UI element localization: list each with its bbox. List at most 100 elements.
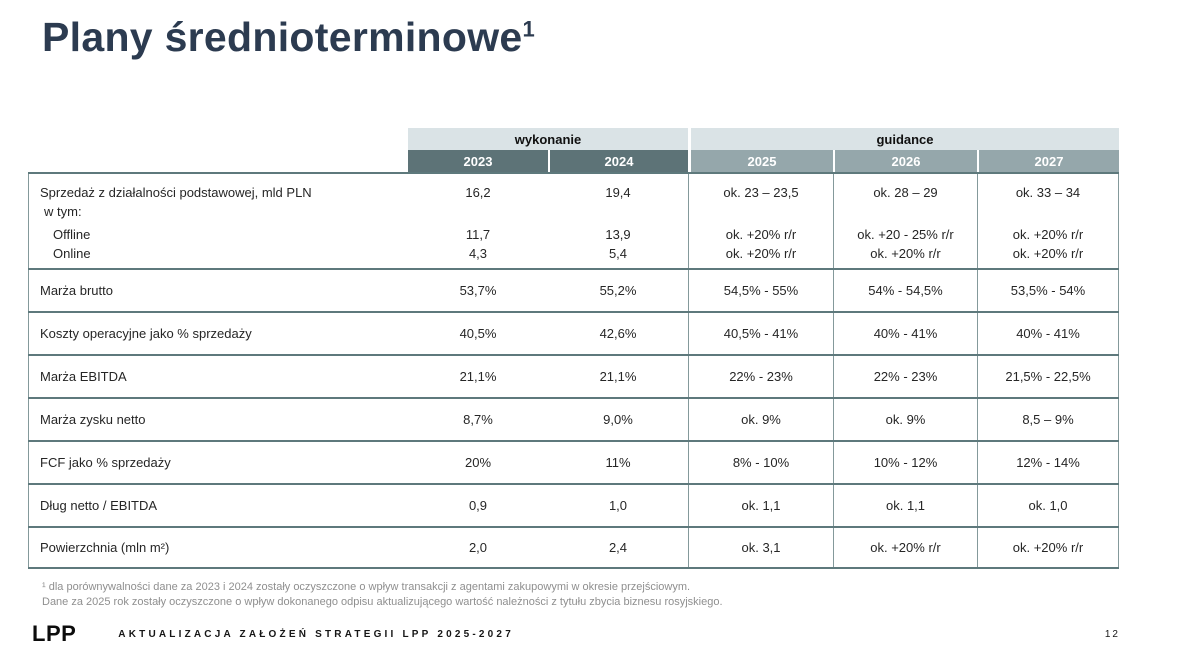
- sales-cell-line: 5,4: [608, 246, 628, 261]
- cell-2024: 21,1%: [599, 369, 637, 384]
- footnote-line: Dane za 2025 rok zostały oczyszczone o w…: [42, 596, 723, 608]
- cell-2024: 1,0: [608, 498, 628, 513]
- sales-cell-line: ok. 28 – 29: [873, 185, 938, 200]
- cell-2025: ok. 9%: [688, 399, 833, 440]
- table-row: Marża EBITDA 21,1% 21,1% 22% - 23% 22% - 23%…: [28, 354, 1119, 397]
- sales-cell-line: [548, 202, 688, 221]
- sales-cell-line: [834, 202, 977, 221]
- plans-table: wykonanie guidance 2023 2024 2025 2026 2…: [28, 128, 1119, 569]
- page-title-text: Plany średnioterminowe: [42, 14, 523, 60]
- cell-2027: 21,5% - 22,5%: [977, 356, 1119, 397]
- sales-cell-2026: ok. 28 – 29 ok. +20 - 25% r/r ok. +20% r/…: [833, 174, 977, 268]
- group-header-spacer: [28, 128, 408, 150]
- cell-2024: 42,6%: [599, 326, 637, 341]
- footer: LPP AKTUALIZACJA ZAŁOŻEŃ STRATEGII LPP 2…: [32, 621, 1120, 646]
- cell-2026: 22% - 23%: [833, 356, 977, 397]
- cell-2023: 40,5%: [459, 326, 497, 341]
- cell-2023: 0,9: [468, 498, 488, 513]
- cell-2026: 54% - 54,5%: [833, 270, 977, 311]
- row-label: FCF jako % sprzedaży: [28, 442, 408, 483]
- cell-2027: 8,5 – 9%: [977, 399, 1119, 440]
- sales-cell-line: ok. 23 – 23,5: [723, 185, 799, 200]
- sales-cell-line: ok. +20% r/r: [1012, 227, 1084, 242]
- row-label: Dług netto / EBITDA: [28, 485, 408, 526]
- cell-2025: 54,5% - 55%: [688, 270, 833, 311]
- cell-2023: 20%: [464, 455, 492, 470]
- row-label-line: Offline: [53, 227, 91, 242]
- cell-2024: 55,2%: [599, 283, 637, 298]
- year-header-2025: 2025: [688, 150, 833, 172]
- cell-2025: 8% - 10%: [688, 442, 833, 483]
- footnote: ¹ dla porównywalności dane za 2023 i 202…: [42, 580, 723, 610]
- page-number: 12: [1104, 628, 1120, 640]
- sales-cell-line: ok. +20% r/r: [725, 246, 797, 261]
- row-label: Marża zysku netto: [28, 399, 408, 440]
- cell-2023: 21,1%: [459, 369, 497, 384]
- sales-cell-line: 11,7: [465, 227, 491, 242]
- table-group-header-row: wykonanie guidance: [28, 128, 1119, 150]
- sales-cell-line: [978, 202, 1118, 221]
- cell-2027: 40% - 41%: [977, 313, 1119, 354]
- row-label-line: Online: [53, 246, 91, 261]
- sales-cell-line: ok. +20% r/r: [1012, 246, 1084, 261]
- year-header-2023: 2023: [408, 150, 548, 172]
- sales-cell-line: [689, 202, 833, 221]
- table-year-header-row: 2023 2024 2025 2026 2027: [28, 150, 1119, 172]
- sales-cell-line: ok. +20% r/r: [725, 227, 797, 242]
- cell-2024: 2,4: [608, 540, 628, 555]
- table-row: Koszty operacyjne jako % sprzedaży 40,5% 4…: [28, 311, 1119, 354]
- sales-cell-2023: 16,2 11,7 4,3: [408, 174, 548, 268]
- cell-2026: 40% - 41%: [833, 313, 977, 354]
- cell-2026: ok. +20% r/r: [833, 528, 977, 567]
- year-header-2024: 2024: [548, 150, 688, 172]
- year-header-spacer: [28, 150, 408, 172]
- sales-cell-2025: ok. 23 – 23,5 ok. +20% r/r ok. +20% r/r: [688, 174, 833, 268]
- sales-cell-line: ok. +20 - 25% r/r: [857, 227, 954, 242]
- sales-cell-2027: ok. 33 – 34 ok. +20% r/r ok. +20% r/r: [977, 174, 1119, 268]
- cell-2027: ok. 1,0: [977, 485, 1119, 526]
- page-title: Plany średnioterminowe1: [42, 14, 535, 61]
- year-header-2027: 2027: [977, 150, 1119, 172]
- table-row: FCF jako % sprzedaży 20% 11% 8% - 10% 10% - …: [28, 440, 1119, 483]
- cell-2026: 10% - 12%: [833, 442, 977, 483]
- cell-2023: 8,7%: [463, 412, 493, 427]
- cell-2025: ok. 3,1: [688, 528, 833, 567]
- cell-2027: 53,5% - 54%: [977, 270, 1119, 311]
- cell-2024: 11%: [605, 455, 631, 470]
- sales-cell-line: ok. 33 – 34: [1015, 185, 1081, 200]
- row-label-sales: Sprzedaż z działalności podstawowej, mld…: [28, 174, 408, 268]
- cell-2025: 22% - 23%: [688, 356, 833, 397]
- sales-cell-line: 13,9: [605, 227, 631, 242]
- cell-2025: ok. 1,1: [688, 485, 833, 526]
- row-label-line: w tym:: [44, 204, 82, 219]
- sales-cell-2024: 19,4 13,9 5,4: [548, 174, 688, 268]
- table-row: Powierzchnia (mln m²) 2,0 2,4 ok. 3,1 ok. +2…: [28, 526, 1119, 569]
- sales-cell-line: 19,4: [605, 185, 631, 200]
- table-row-sales: Sprzedaż z działalności podstawowej, mld…: [28, 172, 1119, 268]
- year-header-2026: 2026: [833, 150, 977, 172]
- cell-2025: 40,5% - 41%: [688, 313, 833, 354]
- table-row: Marża brutto 53,7% 55,2% 54,5% - 55% 54% - 5…: [28, 268, 1119, 311]
- lpp-logo: LPP: [32, 621, 77, 646]
- group-header-guidance: guidance: [688, 128, 1119, 150]
- row-label: Marża EBITDA: [28, 356, 408, 397]
- sales-cell-line: 16,2: [465, 185, 491, 200]
- table-row: Dług netto / EBITDA 0,9 1,0 ok. 1,1 ok. 1,1 o…: [28, 483, 1119, 526]
- row-label: Powierzchnia (mln m²): [28, 528, 408, 567]
- row-label: Koszty operacyjne jako % sprzedaży: [28, 313, 408, 354]
- table-row: Marża zysku netto 8,7% 9,0% ok. 9% ok. 9% 8,5…: [28, 397, 1119, 440]
- group-header-wykonanie: wykonanie: [408, 128, 688, 150]
- cell-2027: ok. +20% r/r: [977, 528, 1119, 567]
- table-rows-host: Sprzedaż z działalności podstawowej, mld…: [28, 172, 1119, 569]
- row-label: Marża brutto: [28, 270, 408, 311]
- cell-2026: ok. 9%: [833, 399, 977, 440]
- cell-2027: 12% - 14%: [977, 442, 1119, 483]
- sales-cell-line: ok. +20% r/r: [870, 246, 941, 261]
- cell-2024: 9,0%: [603, 412, 633, 427]
- row-label-line: Sprzedaż z działalności podstawowej, mld…: [40, 185, 312, 200]
- footnote-line: ¹ dla porównywalności dane za 2023 i 202…: [42, 581, 691, 593]
- footer-deck-title: AKTUALIZACJA ZAŁOŻEŃ STRATEGII LPP 2025-…: [118, 628, 514, 640]
- cell-2023: 2,0: [468, 540, 488, 555]
- cell-2023: 53,7%: [459, 283, 497, 298]
